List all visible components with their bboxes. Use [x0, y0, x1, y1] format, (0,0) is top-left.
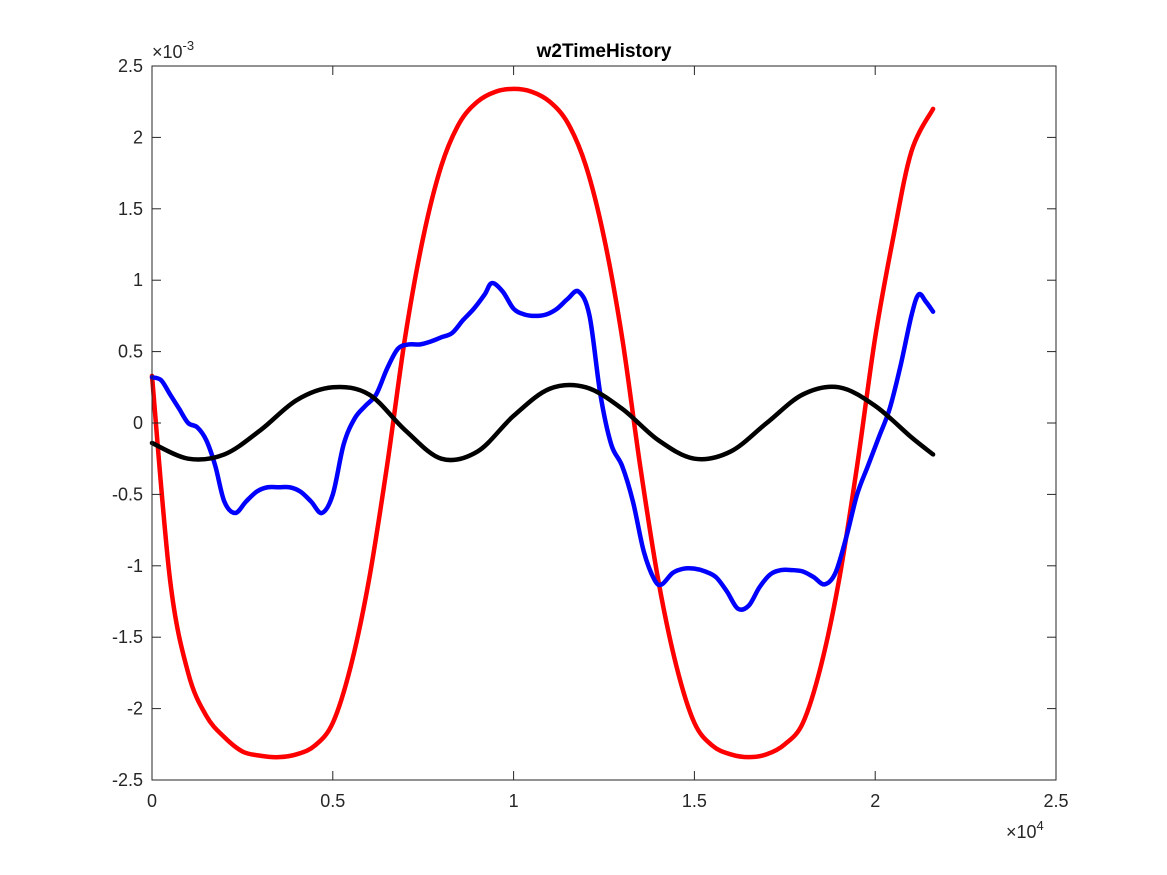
- y-tick-label: 2: [133, 127, 143, 147]
- x-exponent-label: ×104: [1006, 818, 1044, 842]
- y-tick-label: 0: [133, 413, 143, 433]
- y-tick-label: 2.5: [118, 56, 143, 76]
- x-tick-label: 2.5: [1043, 791, 1068, 811]
- chart-title: w2TimeHistory: [536, 41, 672, 62]
- y-tick-label: 0.5: [118, 342, 143, 362]
- ticks-layer: 0 0.5 1 1.5 2 2.5 -2.5 -2 -1.5 -1 -0.5 0 0.5 1 1.5 2 2.5: [112, 56, 1069, 811]
- series-line-1: [149, 86, 936, 760]
- x-tick-label: 0.5: [320, 791, 345, 811]
- x-tick-label: 2: [870, 791, 880, 811]
- y-tick-label: 1: [133, 270, 143, 290]
- x-tick-label: 0: [147, 791, 157, 811]
- y-tick-label: -1.5: [112, 627, 143, 647]
- y-tick-label: -0.5: [112, 484, 143, 504]
- y-tick-label: 1.5: [118, 199, 143, 219]
- y-tick-label: -1: [127, 556, 143, 576]
- series-line-2: [149, 280, 936, 612]
- y-tick-label: -2.5: [112, 770, 143, 790]
- x-tick-label: 1: [509, 791, 519, 811]
- x-tick-label: 1.5: [682, 791, 707, 811]
- series-layer: [149, 86, 936, 760]
- y-exponent-label: ×10-3: [152, 38, 194, 62]
- y-tick-label: -2: [127, 699, 143, 719]
- series-line-3: [149, 382, 936, 463]
